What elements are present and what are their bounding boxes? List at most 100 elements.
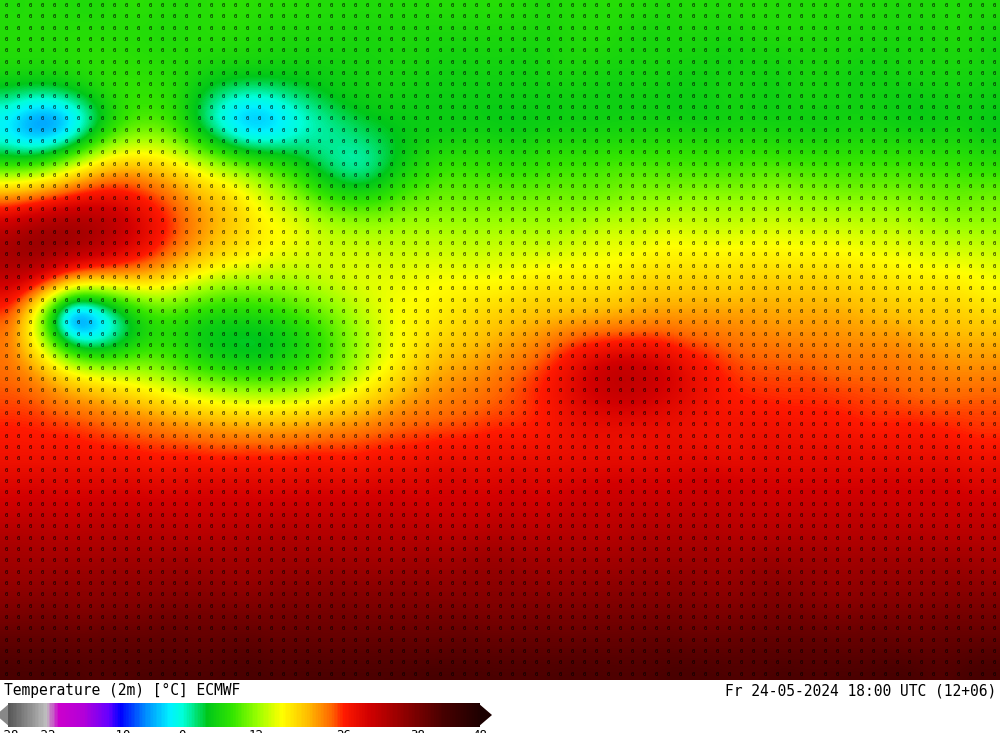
Text: 0: 0 bbox=[221, 48, 225, 54]
Bar bbox=[269, 703, 271, 727]
Text: 0: 0 bbox=[185, 434, 188, 439]
Text: 0: 0 bbox=[655, 71, 658, 76]
Text: 0: 0 bbox=[354, 150, 357, 155]
Text: 0: 0 bbox=[474, 388, 478, 394]
Text: 0: 0 bbox=[643, 581, 646, 586]
Text: 0: 0 bbox=[173, 150, 176, 155]
Text: 0: 0 bbox=[547, 399, 550, 405]
Text: 0: 0 bbox=[884, 60, 887, 65]
Text: 0: 0 bbox=[306, 592, 309, 597]
Text: 0: 0 bbox=[221, 445, 225, 450]
Bar bbox=[66, 703, 68, 727]
Text: 0: 0 bbox=[703, 26, 706, 31]
Text: 0: 0 bbox=[28, 411, 32, 416]
Text: 0: 0 bbox=[366, 434, 369, 439]
Bar bbox=[382, 703, 384, 727]
Bar bbox=[82, 703, 84, 727]
Text: 0: 0 bbox=[643, 366, 646, 371]
Text: 0: 0 bbox=[41, 592, 44, 597]
Text: 0: 0 bbox=[739, 343, 743, 348]
Text: 0: 0 bbox=[872, 37, 875, 43]
Text: 0: 0 bbox=[149, 173, 152, 178]
Text: 0: 0 bbox=[28, 207, 32, 212]
Text: 0: 0 bbox=[402, 94, 405, 99]
Text: 0: 0 bbox=[559, 422, 562, 427]
Text: 0: 0 bbox=[715, 332, 718, 337]
Text: 0: 0 bbox=[414, 649, 417, 654]
Text: 0: 0 bbox=[667, 672, 670, 677]
Text: 0: 0 bbox=[655, 128, 658, 133]
Text: 0: 0 bbox=[896, 615, 899, 620]
Text: 0: 0 bbox=[751, 139, 755, 144]
Text: 0: 0 bbox=[559, 298, 562, 303]
Text: 0: 0 bbox=[739, 559, 743, 564]
Text: 0: 0 bbox=[486, 672, 490, 677]
Text: 0: 0 bbox=[583, 388, 586, 394]
Text: 0: 0 bbox=[860, 230, 863, 235]
Bar bbox=[73, 703, 74, 727]
Text: 0: 0 bbox=[498, 615, 502, 620]
Text: 0: 0 bbox=[655, 422, 658, 427]
Text: 0: 0 bbox=[788, 83, 791, 87]
Text: 0: 0 bbox=[438, 320, 441, 325]
Text: 0: 0 bbox=[932, 298, 935, 303]
Text: 0: 0 bbox=[510, 592, 514, 597]
Bar bbox=[150, 703, 151, 727]
Text: 0: 0 bbox=[751, 287, 755, 292]
Text: 0: 0 bbox=[101, 604, 104, 609]
Text: 0: 0 bbox=[908, 638, 911, 643]
Text: 0: 0 bbox=[89, 128, 92, 133]
Text: 0: 0 bbox=[992, 445, 996, 450]
Text: 0: 0 bbox=[366, 592, 369, 597]
Text: 0: 0 bbox=[426, 60, 429, 65]
Text: 0: 0 bbox=[739, 320, 743, 325]
Text: 0: 0 bbox=[703, 185, 706, 190]
Text: 0: 0 bbox=[354, 604, 357, 609]
Text: 0: 0 bbox=[16, 457, 20, 462]
Text: 0: 0 bbox=[390, 287, 393, 292]
Text: 0: 0 bbox=[77, 513, 80, 518]
Text: 0: 0 bbox=[968, 332, 972, 337]
Text: 0: 0 bbox=[77, 83, 80, 87]
Text: 0: 0 bbox=[4, 48, 8, 54]
Text: 0: 0 bbox=[438, 434, 441, 439]
Text: 0: 0 bbox=[28, 94, 32, 99]
Text: 0: 0 bbox=[28, 399, 32, 405]
Text: 0: 0 bbox=[510, 241, 514, 246]
Text: 0: 0 bbox=[727, 117, 731, 122]
Text: 0: 0 bbox=[643, 638, 646, 643]
Bar bbox=[268, 703, 269, 727]
Text: 0: 0 bbox=[173, 71, 176, 76]
Text: 0: 0 bbox=[727, 468, 731, 473]
Text: 0: 0 bbox=[956, 649, 959, 654]
Text: 0: 0 bbox=[571, 230, 574, 235]
Text: 0: 0 bbox=[727, 672, 731, 677]
Text: 0: 0 bbox=[245, 94, 249, 99]
Text: 0: 0 bbox=[607, 252, 610, 257]
Text: 0: 0 bbox=[161, 275, 164, 280]
Text: 0: 0 bbox=[113, 275, 116, 280]
Text: 0: 0 bbox=[739, 490, 743, 496]
Text: 0: 0 bbox=[474, 71, 478, 76]
Text: 0: 0 bbox=[41, 150, 44, 155]
Text: 0: 0 bbox=[727, 139, 731, 144]
Bar bbox=[346, 703, 348, 727]
Text: 0: 0 bbox=[884, 457, 887, 462]
Bar bbox=[467, 703, 469, 727]
Text: 0: 0 bbox=[848, 457, 851, 462]
Bar bbox=[389, 703, 390, 727]
Text: 0: 0 bbox=[619, 252, 622, 257]
Text: 0: 0 bbox=[583, 218, 586, 224]
Text: 0: 0 bbox=[65, 71, 68, 76]
Text: 0: 0 bbox=[378, 241, 381, 246]
Text: 0: 0 bbox=[920, 559, 923, 564]
Text: 0: 0 bbox=[113, 366, 116, 371]
Text: 0: 0 bbox=[751, 615, 755, 620]
Text: 0: 0 bbox=[390, 320, 393, 325]
Text: 0: 0 bbox=[510, 355, 514, 359]
Text: 0: 0 bbox=[535, 207, 538, 212]
Text: 0: 0 bbox=[426, 502, 429, 507]
Text: 0: 0 bbox=[860, 207, 863, 212]
Bar bbox=[161, 703, 162, 727]
Bar bbox=[250, 703, 252, 727]
